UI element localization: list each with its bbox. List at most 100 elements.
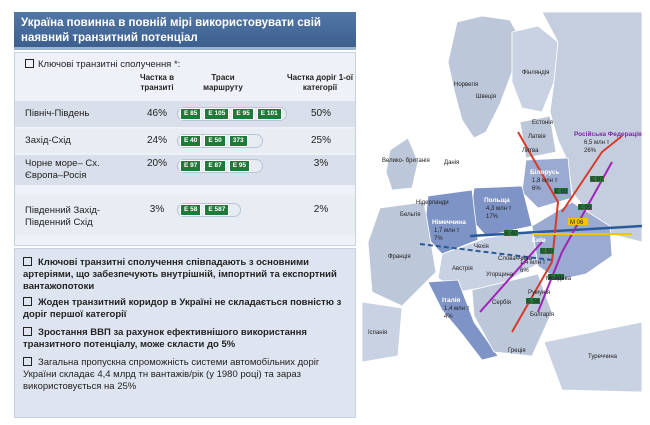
label-russia-pct: 26% xyxy=(584,148,597,154)
black-sea xyxy=(554,294,614,330)
europe-transit-map: E 85 E 95 E 40 E 50 E 101 E 58 E 97 M 06… xyxy=(362,12,642,416)
label-spain: Іспанія xyxy=(368,330,387,336)
label-netherlands: Нідерланди xyxy=(416,200,449,206)
road-badge: E 587 xyxy=(204,204,230,216)
column-header-category: Частка доріг 1-ої категорії xyxy=(287,73,353,92)
label-germany: Німеччина xyxy=(432,218,466,226)
label-uk: Велико- британія xyxy=(382,158,430,164)
label-sweden: Швеція xyxy=(476,94,496,100)
checkbox-square-icon xyxy=(23,296,32,306)
baltics-shape xyxy=(519,115,557,159)
label-moldova: Молдова xyxy=(546,276,572,282)
map-road-label: E 97 xyxy=(591,177,604,183)
bullet-text: Ключові транзитні сполучення співпадають… xyxy=(23,257,337,292)
road-badge: E 50 xyxy=(204,135,226,147)
label-turkey: Туреччина xyxy=(588,354,618,360)
checkbox-square-icon xyxy=(23,326,32,336)
bullet-item: Загальна пропускна спроможність системи … xyxy=(23,356,349,393)
row-roads: E 58 E 587 xyxy=(177,203,241,217)
label-russia: Російська Федерація xyxy=(574,130,642,138)
bullet-item: Жоден транзитний коридор в Україні не ск… xyxy=(23,296,349,321)
map-road-label: E 85 xyxy=(555,189,568,195)
column-header-routes: Траси маршруту xyxy=(203,73,243,92)
label-austria: Австрія xyxy=(452,266,473,272)
bullet-item: Зростання ВВП за рахунок ефективнішого в… xyxy=(23,326,349,351)
label-romania: Румунія xyxy=(528,290,550,296)
finland-shape xyxy=(511,25,559,113)
map-road-label: E 50 xyxy=(541,249,554,255)
row-category: 50% xyxy=(310,108,331,119)
label-denmark: Данія xyxy=(444,160,459,166)
label-estonia: Естонія xyxy=(532,120,553,126)
row-share: 46% xyxy=(146,108,167,119)
road-badge: E 105 xyxy=(204,108,230,120)
road-badge: E 58 xyxy=(180,204,202,216)
label-slovakia: Словаччина xyxy=(498,256,532,262)
table-row: Південний Захід- Південний Схід 3% E 58 … xyxy=(15,195,355,235)
label-russia-sub: 6,5 млн т xyxy=(584,140,610,146)
label-norway: Норвегія xyxy=(454,82,478,88)
label-belarus-pct: 6% xyxy=(532,186,541,192)
road-badge: E 95 xyxy=(232,108,254,120)
label-kyiv: Київ xyxy=(532,237,546,244)
label-poland-sub: 4,3 млн т xyxy=(486,206,512,212)
transit-table-panel: Ключові транзитні сполучення *: Частка в… xyxy=(14,52,356,246)
label-poland-pct: 17% xyxy=(486,214,499,220)
slide-title: Україна повинна в повній мірі використов… xyxy=(14,12,356,50)
label-italy-pct: 4% xyxy=(444,314,453,320)
label-serbia: Сербія xyxy=(492,300,511,306)
route-southwest xyxy=(479,241,543,313)
checkbox-square-icon xyxy=(23,356,32,366)
road-badge: E 95 xyxy=(228,160,251,172)
row-roads: E 85 E 105 E 95 E 101 xyxy=(177,107,287,121)
key-points-panel: Ключові транзитні сполучення співпадають… xyxy=(14,248,356,418)
road-badge: E 87 xyxy=(204,160,226,172)
bullet-item: Ключові транзитні сполучення співпадають… xyxy=(23,256,349,293)
central-europe-shape xyxy=(437,229,539,293)
map-road-label: M 06 xyxy=(570,220,584,226)
label-italy: Італія xyxy=(442,296,461,304)
column-header-share: Частка в транзиті xyxy=(139,73,175,92)
row-category: 2% xyxy=(313,204,329,215)
label-germany-sub: 1,7 млн т xyxy=(434,228,460,234)
map-road-badge xyxy=(568,218,588,225)
scandinavia-shape xyxy=(447,15,523,139)
row-name: Захід-Схід xyxy=(25,135,71,146)
row-category: 25% xyxy=(310,135,331,146)
row-name: Південний Захід- Південний Схід xyxy=(25,205,101,228)
row-name: Північ-Південь xyxy=(25,108,90,119)
map-road-badge xyxy=(526,298,540,304)
label-italy-sub: 1,4 млн т xyxy=(444,306,470,312)
route-west-branch xyxy=(419,243,553,261)
map-road-badge xyxy=(590,176,604,182)
road-badge: E 97 xyxy=(180,160,202,172)
label-germany-pct: 7% xyxy=(434,236,443,242)
label-greece: Греція xyxy=(508,348,526,354)
map-road-badge xyxy=(554,188,568,194)
bullet-text: Жоден транзитний коридор в Україні не ск… xyxy=(23,297,342,320)
map-road-badges: E 85 E 95 E 40 E 50 E 101 E 58 E 97 M 06 xyxy=(504,176,604,305)
label-france: Франція xyxy=(388,254,411,260)
map-road-label: E 40 xyxy=(505,231,518,237)
route-blacksea-russia xyxy=(537,161,613,313)
map-road-label: E 101 xyxy=(549,275,565,281)
map-road-badge xyxy=(504,230,518,236)
balkans-shape xyxy=(471,273,553,357)
label-belarus-sub: 1,8 млн т xyxy=(532,178,558,184)
label-belarus: Білорусь xyxy=(530,168,559,176)
row-share: 3% xyxy=(149,204,165,215)
table-row: Чорне море– Сх. Європа–Росія 20% E 97 E … xyxy=(15,155,355,185)
france-shape xyxy=(367,201,437,307)
table-section-title: Ключові транзитні сполучення *: xyxy=(25,58,181,70)
checkbox-square-icon xyxy=(23,256,32,266)
row-name: Чорне море– Сх. Європа–Росія xyxy=(25,158,100,181)
label-moldova-pct: 6% xyxy=(520,268,529,274)
bullet-text: Зростання ВВП за рахунок ефективнішого в… xyxy=(23,327,307,350)
label-latvia: Латвія xyxy=(528,134,546,140)
row-share: 20% xyxy=(146,158,167,169)
table-title-text: Ключові транзитні сполучення *: xyxy=(38,59,181,70)
label-finland: Фінляндія xyxy=(522,70,549,76)
uk-shape xyxy=(385,137,419,191)
map-road-badge xyxy=(548,274,564,280)
route-northeast xyxy=(561,135,623,213)
